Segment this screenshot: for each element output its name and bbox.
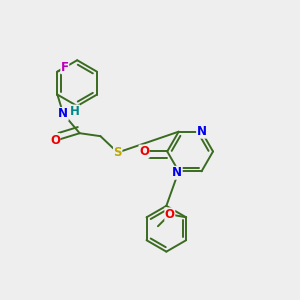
Text: N: N [196, 125, 207, 138]
Text: O: O [139, 145, 149, 158]
Text: H: H [70, 105, 80, 118]
Text: S: S [113, 146, 122, 159]
Text: O: O [50, 134, 60, 146]
Text: F: F [61, 61, 69, 74]
Text: O: O [165, 208, 175, 221]
Text: N: N [172, 166, 182, 179]
Text: N: N [58, 107, 68, 120]
